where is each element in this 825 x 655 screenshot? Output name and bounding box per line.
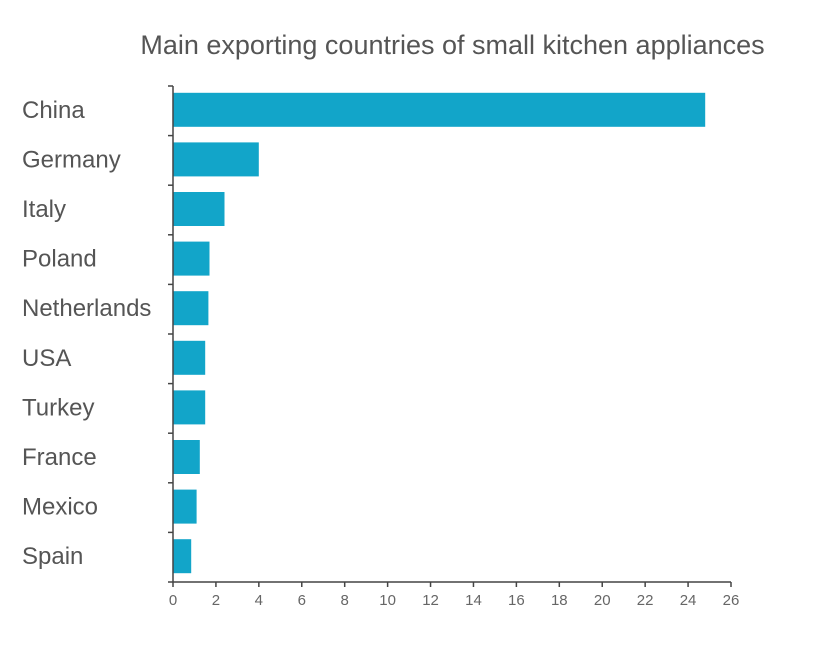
x-tick-label: 26 bbox=[723, 592, 740, 609]
x-tick-label: 0 bbox=[169, 592, 177, 609]
bar-germany bbox=[173, 142, 259, 177]
bar-turkey bbox=[173, 390, 206, 425]
x-tick-label: 18 bbox=[551, 592, 568, 609]
x-tick-label: 20 bbox=[594, 592, 611, 609]
category-label-germany: Germany bbox=[22, 146, 121, 173]
x-tick-label: 8 bbox=[341, 592, 349, 609]
x-tick-label: 16 bbox=[508, 592, 525, 609]
category-label-china: China bbox=[22, 97, 85, 124]
x-tick-label: 24 bbox=[680, 592, 697, 609]
x-tick-label: 4 bbox=[255, 592, 263, 609]
x-tick-label: 12 bbox=[422, 592, 439, 609]
bar-italy bbox=[173, 192, 225, 226]
axes-group: 0 2 4 6 8 10 12 14 16 18 20 22 24 26 bbox=[168, 85, 740, 609]
bar-mexico bbox=[173, 489, 197, 524]
x-tick-label: 2 bbox=[212, 592, 220, 609]
bar-spain bbox=[173, 539, 192, 574]
x-tick-label: 10 bbox=[379, 592, 396, 609]
category-label-mexico: Mexico bbox=[22, 494, 98, 521]
category-label-poland: Poland bbox=[22, 246, 97, 273]
category-label-turkey: Turkey bbox=[22, 394, 94, 421]
bars-group bbox=[173, 92, 706, 574]
category-label-italy: Italy bbox=[22, 196, 66, 223]
category-labels-group: China Germany Italy Poland Netherlands USA Tur… bbox=[22, 97, 151, 570]
bar-china bbox=[173, 92, 706, 127]
category-label-usa: USA bbox=[22, 345, 71, 372]
bar-netherlands bbox=[173, 291, 209, 326]
category-label-spain: Spain bbox=[22, 543, 83, 570]
chart-title: Main exporting countries of small kitche… bbox=[140, 30, 765, 60]
bar-usa bbox=[173, 340, 206, 375]
x-tick-label: 22 bbox=[637, 592, 654, 609]
bar-france bbox=[173, 440, 200, 474]
category-label-france: France bbox=[22, 444, 97, 471]
category-label-netherlands: Netherlands bbox=[22, 295, 151, 322]
x-tick-label: 6 bbox=[298, 592, 306, 609]
bar-poland bbox=[173, 241, 210, 276]
x-tick-label: 14 bbox=[465, 592, 482, 609]
